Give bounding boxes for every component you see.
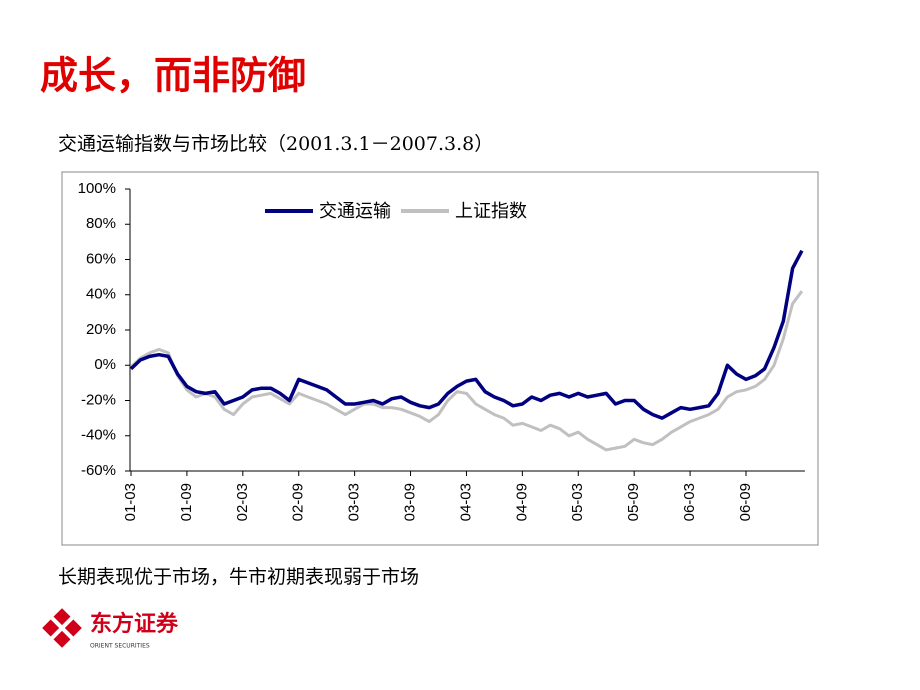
chart: -60% -40% -20% 0% 20% 40% 60% 80% 100% 01-03 01-09… (78, 180, 805, 521)
x-tick-label: 03-03 (346, 483, 363, 521)
y-tick-label: -60% (81, 462, 116, 479)
x-tick-label: 01-03 (122, 483, 139, 521)
series-line (129, 290, 804, 452)
series-line (129, 249, 804, 420)
y-tick-label: 20% (86, 321, 116, 338)
x-tick-label: 02-03 (234, 483, 251, 521)
x-tick-label: 04-09 (513, 483, 530, 521)
y-tick-label: 80% (86, 215, 116, 232)
y-tick-label: 100% (78, 180, 116, 197)
x-tick-label: 03-09 (402, 483, 419, 521)
x-tick-label: 01-09 (178, 483, 195, 521)
y-tick-label: -40% (81, 427, 116, 444)
legend-label: 上证指数 (455, 201, 527, 222)
x-tick-label: 05-09 (625, 483, 642, 521)
y-tick-label: 60% (86, 250, 116, 267)
caption: 长期表现优于市场，牛市初期表现弱于市场 (58, 566, 419, 588)
logo-subtitle: ORIENT SECURITIES (90, 643, 150, 650)
logo-mark (42, 608, 82, 648)
slide-title: 成长，而非防御 (40, 54, 306, 98)
x-tick-label: 06-09 (737, 483, 754, 521)
logo-name: 东方证券 (90, 611, 179, 637)
x-tick-label: 02-09 (290, 483, 307, 521)
y-tick-label: 0% (94, 356, 116, 373)
legend-label: 交通运输 (319, 201, 391, 222)
y-tick-label: -20% (81, 391, 116, 408)
y-tick-label: 40% (86, 286, 116, 303)
chart-title: 交通运输指数与市场比较（2001.3.1－2007.3.8） (58, 133, 493, 155)
chart-frame (61, 171, 819, 546)
x-tick-label: 05-03 (569, 483, 586, 521)
logo: 东方证券 ORIENT SECURITIES (42, 608, 179, 650)
x-tick-label: 06-03 (681, 483, 698, 521)
x-tick-label: 04-03 (457, 483, 474, 521)
